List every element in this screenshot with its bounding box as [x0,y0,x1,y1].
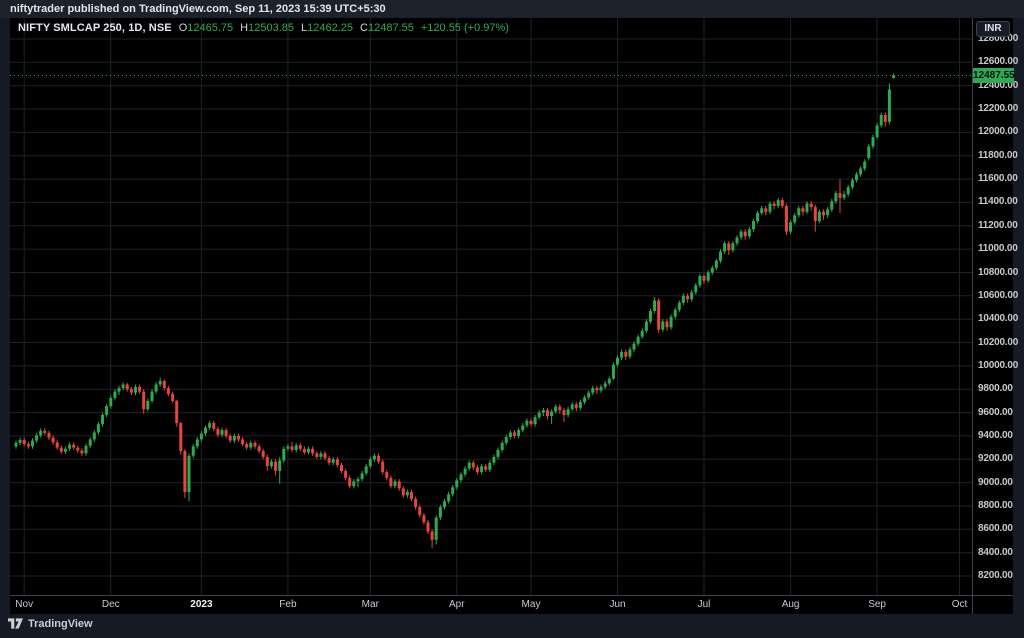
publish-text: niftytrader published on TradingView.com… [10,3,386,15]
price-tick: 12600.00 [978,56,1019,68]
tradingview-brand[interactable]: TradingView [28,617,93,630]
price-tick: 8200.00 [978,570,1013,581]
chart-plot-area[interactable]: NIFTY SMLCAP 250, 1D, NSE O12465.75 H125… [10,18,972,595]
currency-button[interactable]: INR [976,21,1010,37]
change-text: +120.55 (+0.97%) [420,22,509,34]
time-tick: May [521,599,541,610]
price-tick: 12400.00 [978,79,1019,91]
price-tick: 10200.00 [978,336,1019,348]
price-tick: 11000.00 [978,243,1018,255]
time-tick: Feb [279,599,297,610]
price-tick: 10800.00 [978,266,1019,278]
last-price-label: 12487.55 [973,68,1015,83]
ohlc-close: C12487.55 [360,22,414,34]
price-tick: 8800.00 [978,500,1013,511]
time-tick: Oct [951,599,968,610]
axis-separator [972,595,1013,596]
time-tick: Apr [449,599,465,610]
price-tick: 8400.00 [978,546,1013,558]
time-tick: 2023 [190,599,213,610]
price-tick: 10000.00 [978,359,1019,371]
price-tick: 9200.00 [978,453,1013,465]
time-tick: Dec [101,599,120,610]
ohlc-high: H12503.85 [240,22,294,34]
price-axis[interactable]: 8200.00 8400.00 8600.00 8800.00 9000.00 9200.… [972,18,1018,614]
symbol-title: NIFTY SMLCAP 250, 1D, NSE [18,22,172,34]
chart-legend: NIFTY SMLCAP 250, 1D, NSE O12465.75 H125… [18,21,509,35]
price-tick: 11200.00 [978,219,1018,231]
price-tick: 9400.00 [978,429,1013,441]
price-tick: 8600.00 [978,523,1013,535]
price-tick: 10600.00 [978,289,1019,301]
price-tick: 10400.00 [978,313,1019,325]
time-tick: Jun [609,599,626,610]
time-tick: Mar [361,599,379,610]
price-tick: 11800.00 [978,149,1018,161]
time-tick: Sep [868,599,886,610]
time-tick: Nov [15,599,34,610]
ohlc-low: L12462.25 [301,22,354,34]
price-tick: 11600.00 [978,173,1018,185]
price-tick: 9800.00 [978,383,1013,395]
price-tick: 9000.00 [978,476,1013,488]
tradingview-logo-icon[interactable] [8,617,23,630]
price-tick: 9600.00 [978,406,1013,418]
price-tick: 12800.00 [978,33,1019,44]
price-tick: 12000.00 [978,126,1019,138]
time-axis[interactable]: Nov Dec 2023 Feb Mar Apr May Jun Jul Aug Sep Oct [10,595,972,614]
publish-bar: niftytrader published on TradingView.com… [0,0,1024,18]
time-tick: Aug [781,599,800,610]
footer: TradingView [8,617,93,630]
time-tick: Jul [697,599,711,610]
ohlc-open: O12465.75 [178,22,234,34]
price-tick: 11400.00 [978,196,1018,208]
price-tick: 12200.00 [978,103,1019,114]
candlestick-chart[interactable] [10,18,972,595]
